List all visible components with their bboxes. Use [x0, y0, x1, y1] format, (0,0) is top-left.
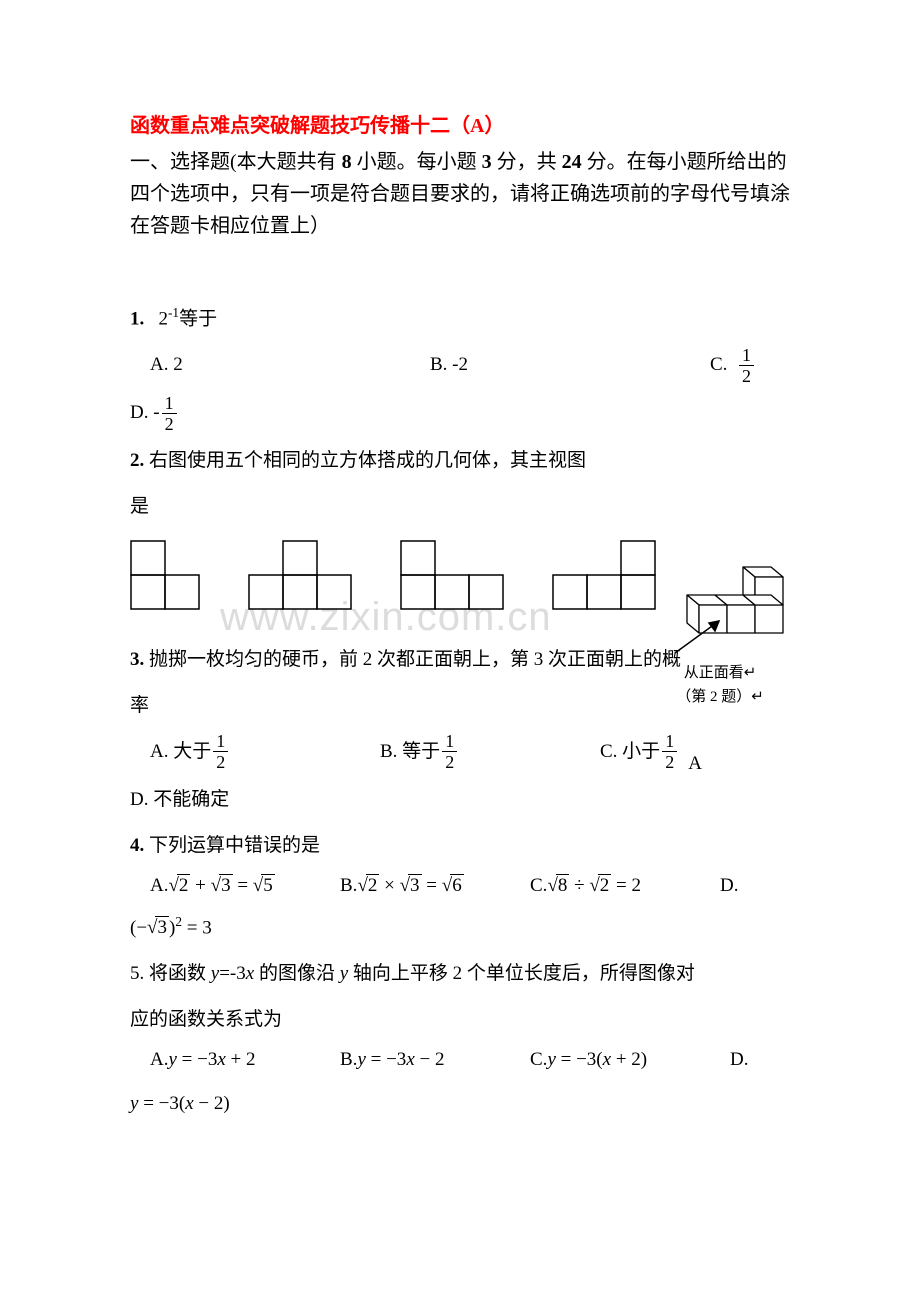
q4-optB: B. 2 × 3 = 6 — [340, 875, 530, 897]
q2-fig-A — [130, 540, 200, 615]
q5-ta: 将函数 — [149, 963, 211, 984]
instr-mid1: 小题。每小题 — [352, 151, 482, 173]
question-2: 2. 右图使用五个相同的立方体搭成的几何体，其主视图 — [130, 442, 790, 480]
q4-D-rhs: 3 — [202, 917, 212, 938]
question-4: 4. 下列运算中错误的是 — [130, 827, 790, 865]
q3-optB-label: B. 等于 — [380, 731, 440, 773]
q1-optD-label: D. - — [130, 392, 160, 434]
q1-base: 2 — [159, 308, 169, 329]
q1-exp: -1 — [168, 305, 179, 320]
q2-cube-label2: （第 2 题）↵ — [630, 685, 810, 709]
instr-n3: 24 — [562, 151, 582, 173]
q5-x: x — [246, 963, 254, 984]
q1-suffix: 等于 — [179, 308, 217, 329]
q5-optC: C. y = −3(x + 2) — [530, 1049, 730, 1071]
q4-text: 下列运算中错误的是 — [149, 835, 320, 856]
q1-optD: D. - 1 2 — [130, 392, 179, 434]
frac-den: 2 — [442, 751, 457, 771]
q3-optC-frac: 1 2 — [662, 732, 677, 771]
q5-optD-label: D. — [730, 1049, 748, 1071]
sqrt-val: 5 — [261, 874, 275, 896]
q4-C-rhs: 2 — [631, 875, 641, 897]
q5-optA: A. y = −3x + 2 — [150, 1049, 340, 1071]
instr-n2: 3 — [482, 151, 492, 173]
frac-den: 2 — [213, 751, 228, 771]
q1-optB: B. -2 — [430, 344, 710, 386]
q3-optC-label: C. 小于 — [600, 731, 660, 773]
instr-n1: 8 — [342, 151, 352, 173]
q5-tg: 轴向上平移 2 个单位长度后，所得图像对 — [348, 963, 695, 984]
page-title: 函数重点难点突破解题技巧传播十二（A） — [130, 110, 790, 142]
q3-text: 抛掷一枚均匀的硬币，前 2 次都正面朝上，第 3 次正面朝上的概 — [149, 649, 681, 670]
q3-optB: B. 等于 1 2 — [380, 731, 600, 773]
sqrt-val: 2 — [598, 874, 612, 896]
frac-num: 1 — [442, 732, 457, 751]
q5-te: 的图像沿 — [254, 963, 340, 984]
q3-optD: D. 不能确定 — [130, 781, 790, 819]
q2-text-line2: 是 — [130, 488, 790, 526]
q2-3d-figure: 从正面看↵ （第 2 题）↵ — [630, 565, 810, 709]
q3-number: 3. — [130, 649, 144, 670]
q3-optC: C. 小于 1 2 — [600, 731, 679, 773]
q5-text-line2: 应的函数关系式为 — [130, 1001, 790, 1039]
q2-fig-C — [400, 540, 504, 615]
q3-optB-frac: 1 2 — [442, 732, 457, 771]
instr-prefix: 一、选择题(本大题共有 — [130, 151, 342, 173]
frac-num: 1 — [739, 346, 754, 365]
q4-optD-label: D. — [720, 875, 738, 897]
q4-number: 4. — [130, 835, 144, 856]
q4-A-label: A. — [150, 875, 168, 897]
q3-optA: A. 大于 1 2 — [150, 731, 380, 773]
sqrt-val: 2 — [366, 874, 380, 896]
section-instruction: 一、选择题(本大题共有 8 小题。每小题 3 分，共 24 分。在每小题所给出的… — [130, 146, 790, 242]
q5-C-label: C. — [530, 1049, 547, 1071]
sqrt-val: 6 — [450, 874, 464, 896]
q1-optC: C. 1 2 — [710, 344, 756, 386]
q1-options-row1: A. 2 B. -2 C. 1 2 — [150, 344, 790, 386]
q5-eq: =-3 — [219, 963, 246, 984]
q4-B-label: B. — [340, 875, 357, 897]
q2-fig-B — [248, 540, 352, 615]
frac-den: 2 — [739, 365, 754, 385]
q4-optD-expr: (−3)2 = 3 — [130, 909, 790, 947]
sqrt-val: 3 — [155, 916, 169, 938]
q5-A-label: A. — [150, 1049, 168, 1071]
frac-den: 2 — [662, 751, 677, 771]
frac-num: 1 — [162, 394, 177, 413]
q4-C-label: C. — [530, 875, 547, 897]
q5-optD-expr: y = −3(x − 2) — [130, 1085, 790, 1123]
sqrt-val: 2 — [177, 874, 191, 896]
question-1: 1. 2-1等于 — [130, 300, 790, 338]
q2-number: 2. — [130, 450, 144, 471]
q5-B-label: B. — [340, 1049, 357, 1071]
sqrt-val: 8 — [556, 874, 570, 896]
q1-options-row2: D. - 1 2 — [130, 392, 790, 434]
q2-stray-A: A — [688, 753, 702, 775]
question-5: 5. 将函数 y=-3x 的图像沿 y 轴向上平移 2 个单位长度后，所得图像对 — [130, 955, 790, 993]
instr-mid2: 分，共 — [492, 151, 562, 173]
q4-optA: A. 2 + 3 = 5 — [150, 875, 340, 897]
q3-optA-frac: 1 2 — [213, 732, 228, 771]
q5-options: A. y = −3x + 2 B. y = −3x − 2 C. y = −3(… — [150, 1049, 790, 1071]
sqrt-val: 3 — [408, 874, 422, 896]
q5-optB: B. y = −3x − 2 — [340, 1049, 530, 1071]
q4-options: A. 2 + 3 = 5 B. 2 × 3 = 6 C. 8 ÷ 2 — [150, 875, 790, 897]
q3-optA-label: A. 大于 — [150, 731, 211, 773]
q2-cube-label1: 从正面看↵ — [630, 661, 810, 685]
q1-optD-frac: 1 2 — [162, 394, 177, 433]
frac-den: 2 — [162, 413, 177, 433]
frac-num: 1 — [662, 732, 677, 751]
sqrt-val: 3 — [219, 874, 233, 896]
q1-number: 1. — [130, 308, 144, 329]
q5-y: y — [211, 963, 219, 984]
q1-optC-frac: 1 2 — [739, 346, 754, 385]
frac-num: 1 — [213, 732, 228, 751]
q4-optC: C. 8 ÷ 2 = 2 — [530, 875, 720, 897]
q5-number: 5. — [130, 963, 144, 984]
q1-optA: A. 2 — [150, 344, 430, 386]
q5-y2: y — [340, 963, 348, 984]
q1-optC-label: C. — [710, 344, 727, 386]
q2-text: 右图使用五个相同的立方体搭成的几何体，其主视图 — [149, 450, 586, 471]
